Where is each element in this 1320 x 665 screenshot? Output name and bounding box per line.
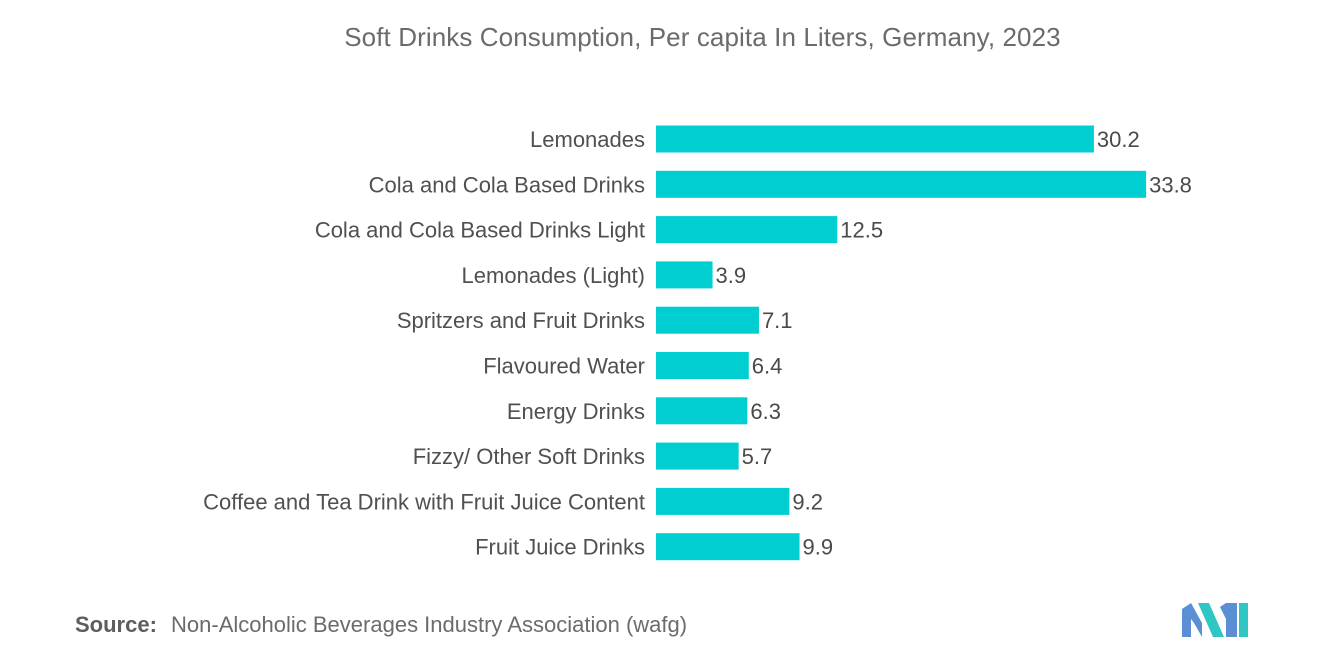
category-label: Spritzers and Fruit Drinks xyxy=(397,308,645,333)
category-label: Flavoured Water xyxy=(483,354,645,379)
value-label: 33.8 xyxy=(1149,172,1192,197)
value-label: 3.9 xyxy=(716,263,747,288)
category-label: Cola and Cola Based Drinks xyxy=(369,172,645,197)
source-key: Source: xyxy=(75,612,157,637)
category-label: Lemonades (Light) xyxy=(462,263,645,288)
bar xyxy=(656,261,713,289)
value-label: 5.7 xyxy=(742,444,773,469)
logo-right-stroke xyxy=(1220,603,1237,637)
bar xyxy=(656,533,800,561)
value-label: 9.9 xyxy=(803,535,834,560)
value-label: 12.5 xyxy=(840,218,883,243)
bars-group: Lemonades 30.2 Cola and Cola Based Drinks 3… xyxy=(203,125,1192,561)
bar-chart: Lemonades 30.2 Cola and Cola Based Drinks 3… xyxy=(203,125,1192,561)
bar xyxy=(656,125,1094,153)
source-text: Non-Alcoholic Beverages Industry Associa… xyxy=(171,612,688,637)
category-label: Coffee and Tea Drink with Fruit Juice Co… xyxy=(203,489,645,514)
value-label: 30.2 xyxy=(1097,127,1140,152)
value-label: 6.3 xyxy=(750,399,781,424)
bar xyxy=(656,487,790,515)
value-label: 9.2 xyxy=(792,489,823,514)
bar xyxy=(656,397,748,425)
logo-left-stroke xyxy=(1182,603,1202,637)
chart-title: Soft Drinks Consumption, Per capita In L… xyxy=(344,22,1061,52)
category-label: Cola and Cola Based Drinks Light xyxy=(315,218,645,243)
bar xyxy=(656,216,838,244)
category-label: Fruit Juice Drinks xyxy=(475,535,645,560)
source-note: Source: Non-Alcoholic Beverages Industry… xyxy=(75,612,687,638)
logo-tail-stroke xyxy=(1239,603,1248,637)
bar xyxy=(656,170,1147,198)
bar xyxy=(656,306,759,334)
category-label: Lemonades xyxy=(530,127,645,152)
bar xyxy=(656,442,739,470)
value-label: 7.1 xyxy=(762,308,793,333)
value-label: 6.4 xyxy=(752,354,783,379)
category-label: Energy Drinks xyxy=(507,399,645,424)
mordor-logo-icon xyxy=(1182,603,1248,637)
logo-mid-stroke xyxy=(1198,603,1224,637)
category-label: Fizzy/ Other Soft Drinks xyxy=(413,444,645,469)
bar xyxy=(656,352,749,379)
